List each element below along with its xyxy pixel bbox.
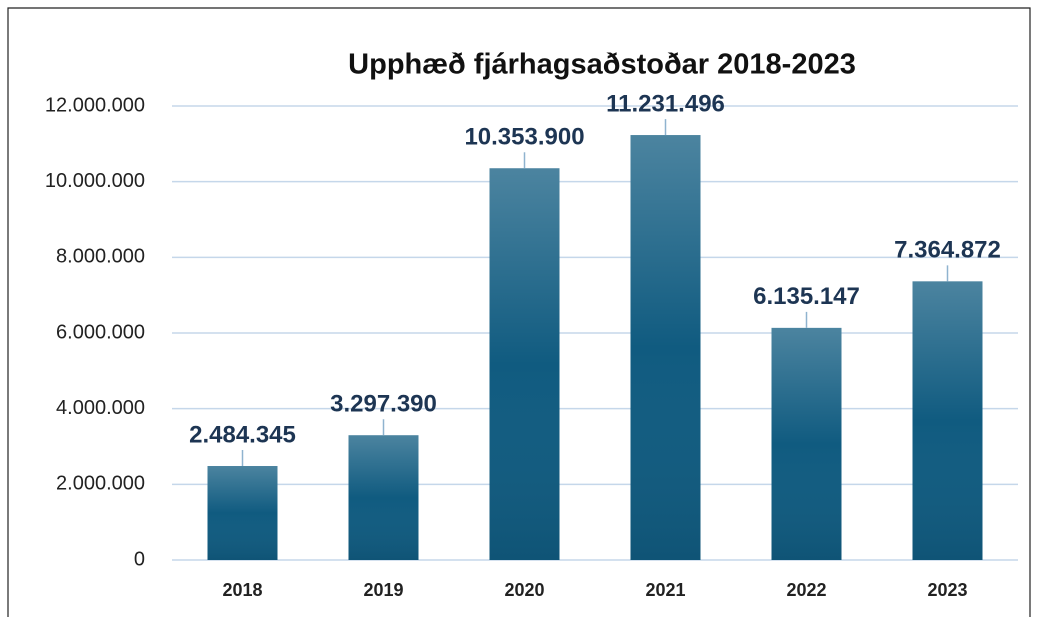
bar-shine: [771, 327, 842, 560]
y-tick-label: 10.000.000: [45, 170, 145, 192]
bar-shine: [489, 168, 560, 560]
y-tick-label: 12.000.000: [45, 94, 145, 116]
x-tick-label: 2023: [927, 580, 967, 600]
chart-title: Upphæð fjárhagsaðstoðar 2018-2023: [348, 49, 856, 81]
x-tick-label: 2018: [222, 580, 262, 600]
frame: [7, 7, 1031, 617]
y-tick-label: 0: [134, 548, 145, 570]
bar-shine: [630, 135, 701, 560]
value-label: 11.231.496: [606, 90, 725, 117]
value-label: 3.297.390: [330, 391, 437, 418]
y-tick-label: 6.000.000: [56, 321, 145, 343]
value-label: 6.135.147: [753, 283, 860, 310]
x-tick-label: 2021: [645, 580, 685, 600]
bar-shine: [207, 466, 278, 560]
bar-shine: [348, 435, 419, 560]
value-label: 10.353.900: [464, 124, 584, 151]
x-tick-label: 2019: [363, 580, 403, 600]
y-tick-label: 4.000.000: [56, 397, 145, 419]
x-tick-label: 2022: [786, 580, 826, 600]
bar-shine: [912, 281, 983, 560]
value-label: 7.364.872: [894, 237, 1001, 264]
value-label: 2.484.345: [189, 421, 296, 448]
y-tick-label: 8.000.000: [56, 246, 145, 268]
x-tick-label: 2020: [504, 580, 544, 600]
y-tick-label: 2.000.000: [56, 473, 145, 495]
